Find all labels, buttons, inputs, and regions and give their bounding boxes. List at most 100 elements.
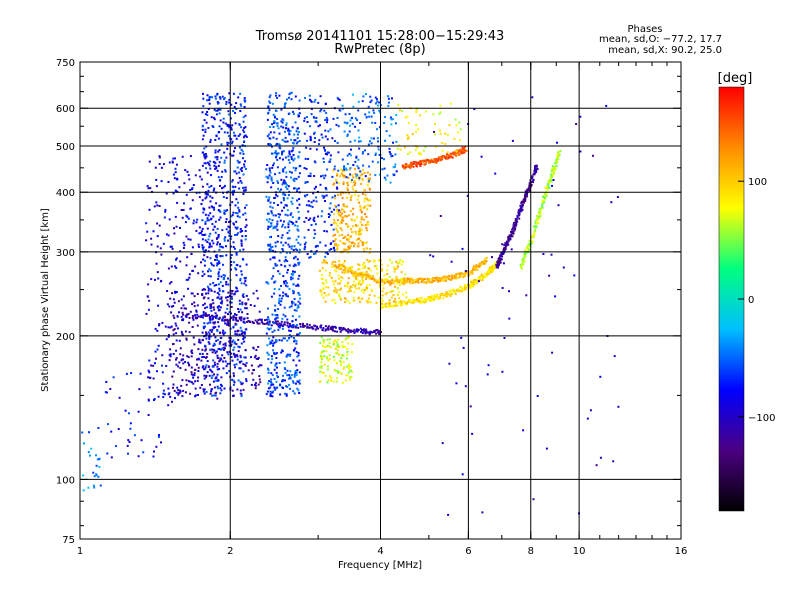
cloud-point [213,164,216,167]
cloud-point [245,328,248,331]
trace-point [531,175,534,178]
cloud-point [242,293,245,296]
cloud-point [288,130,291,133]
cloud-point [415,130,418,133]
cloud-point [350,148,352,151]
cloud-point [351,179,353,181]
cloud-point [294,169,297,172]
cloud-point [303,220,306,223]
cloud-point [283,361,286,364]
cloud-point [377,259,380,262]
cloud-point [266,135,269,138]
cloud-point [243,321,246,324]
trace-point [340,329,343,332]
cloud-point [215,255,217,258]
cloud-point [338,263,341,266]
trace-point [481,279,484,282]
cloud-point [187,278,190,281]
cloud-point [222,333,225,336]
trace-point [515,221,518,224]
cloud-point [269,258,272,261]
cloud-point [357,129,360,132]
cloud-point [273,256,276,259]
cloud-point [271,123,274,126]
cloud-point [187,361,190,364]
cloud-point [243,106,246,108]
trace-point [512,222,515,225]
cloud-point [240,148,243,151]
cloud-point [287,223,290,226]
cloud-point [239,228,242,230]
cloud-point [337,193,339,196]
trace-point [484,276,487,278]
cloud-point [192,219,195,222]
trace-point [473,279,476,281]
cloud-point [289,370,292,373]
cloud-point [243,282,246,285]
cloud-point [374,122,377,124]
cloud-point [319,124,321,127]
cloud-point [297,175,300,178]
cloud-point [313,220,316,223]
cloud-point [394,297,397,300]
cloud-point [192,374,195,377]
trace-point [451,274,454,277]
cloud-point [356,274,359,277]
trace-point [276,320,279,323]
cloud-point [290,176,292,179]
cloud-point [270,341,273,344]
trace-point [276,323,279,326]
cloud-point [365,215,368,218]
cloud-point [321,210,324,213]
cloud-point [202,327,205,330]
cloud-point [241,150,244,153]
trace-point [381,279,384,282]
trace-point [349,270,352,273]
cloud-point [292,324,295,327]
cloud-point [361,173,364,176]
cloud-point [172,329,175,332]
trace-point [476,279,479,282]
colorbar-tick-label: 0 [748,295,754,306]
cloud-point [214,392,217,395]
cloud-point [365,241,368,244]
cloud-point [182,354,185,357]
cloud-point [309,175,312,178]
cloud-point [235,108,238,110]
cloud-point [340,364,343,366]
cloud-point [325,357,328,360]
cloud-point [384,116,386,118]
trace-point [292,326,295,329]
cloud-point [281,153,283,156]
cloud-point [343,345,346,348]
cloud-point [274,245,277,248]
cloud-point [242,363,245,366]
trace-point [361,332,364,335]
cloud-point [347,225,350,228]
trace-point [408,277,411,280]
cloud-point [310,107,313,110]
cloud-point [254,354,257,357]
cloud-point [167,335,170,338]
cloud-point [334,352,337,355]
cloud-point [226,307,229,310]
cloud-point [210,390,213,393]
cloud-point [290,278,293,281]
trace-point [387,279,390,282]
cloud-point [170,265,173,268]
trace-point [395,280,398,282]
cloud-point [269,342,272,345]
trace-point [349,269,352,271]
cloud-point [280,351,283,354]
cloud-point [402,260,404,263]
cloud-point [294,303,297,306]
cloud-point [308,94,311,97]
trace-point [365,329,368,332]
cloud-point [204,288,207,291]
trace-point [467,272,470,274]
cloud-point [242,157,244,160]
cloud-point [206,171,209,174]
trace-point [369,276,372,279]
cloud-point [275,122,278,125]
cloud-point [342,209,345,212]
